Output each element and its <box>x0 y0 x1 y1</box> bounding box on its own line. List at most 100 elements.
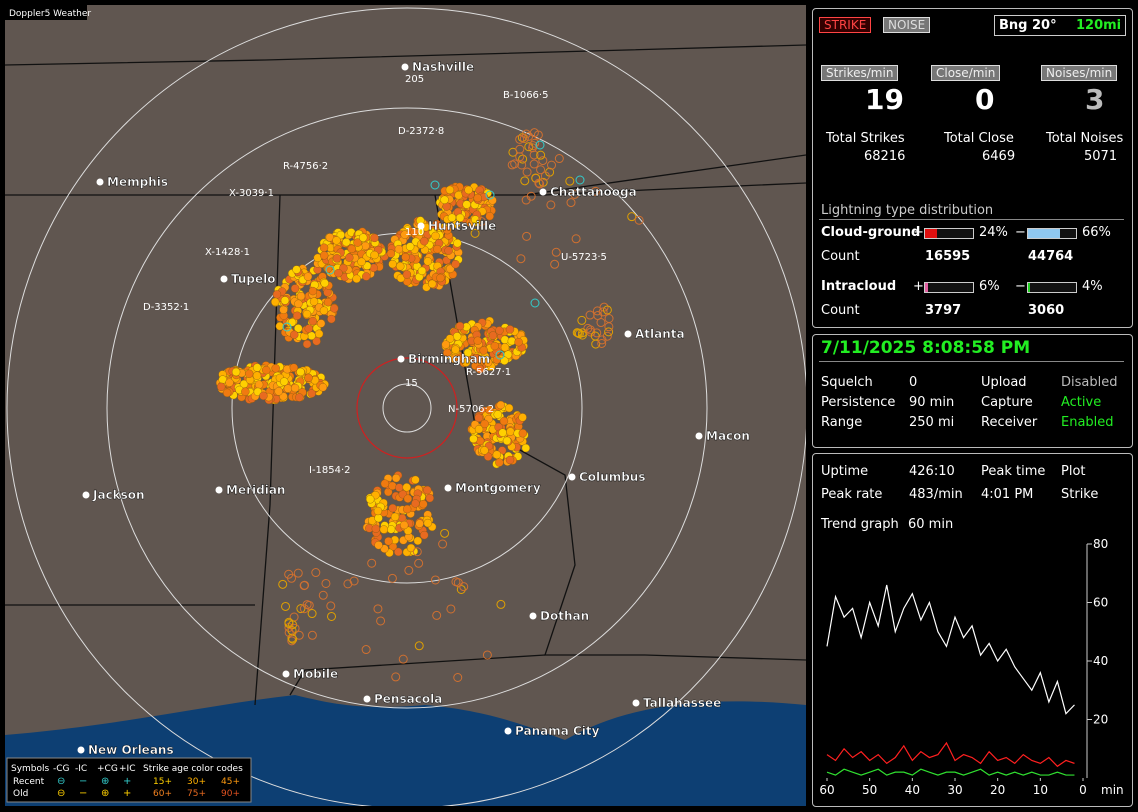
dist-bar-fill <box>925 229 937 238</box>
city-label: Jackson <box>92 488 145 502</box>
city-dot <box>695 432 703 440</box>
strike <box>395 483 404 492</box>
strike <box>321 578 331 588</box>
strike <box>403 494 413 503</box>
city-label: Nashville <box>412 60 474 74</box>
city-dot <box>363 695 371 703</box>
city-dot <box>282 670 290 678</box>
strike <box>411 475 420 485</box>
setting-label: Upload <box>981 375 1027 390</box>
divider <box>819 219 1124 220</box>
dist-bar <box>1027 282 1077 293</box>
strike <box>577 315 587 325</box>
legend-symbol: ⊕ <box>101 788 109 799</box>
strike <box>347 244 356 254</box>
strike <box>590 331 600 341</box>
strike <box>279 305 288 315</box>
strike <box>551 247 561 257</box>
city-label: Memphis <box>107 175 168 189</box>
stat-value: Strike <box>1061 487 1099 502</box>
strike <box>472 354 481 363</box>
strike <box>533 130 543 140</box>
strike <box>570 189 580 199</box>
strike <box>441 340 450 349</box>
strike <box>440 195 449 204</box>
range-button[interactable]: 120mi <box>1076 18 1122 33</box>
ring-label: 15 <box>405 378 418 389</box>
strike <box>599 302 609 312</box>
stat-label: Peak rate <box>821 487 883 502</box>
strike <box>231 367 241 377</box>
strike <box>262 365 271 375</box>
strike <box>515 152 525 162</box>
strike <box>307 389 316 398</box>
storm-label: R-4756·2 <box>283 161 328 172</box>
strike <box>294 299 303 308</box>
strike <box>469 434 478 444</box>
y-tick-label: 80 <box>1093 537 1108 551</box>
strike-button[interactable]: STRIKE <box>819 17 872 33</box>
strike <box>376 616 386 626</box>
strike-ic <box>495 350 505 360</box>
close-ring <box>356 357 458 459</box>
strike <box>455 213 465 223</box>
legend-symbols: Symbols <box>11 764 50 774</box>
strike <box>440 528 450 538</box>
strike <box>302 309 312 319</box>
city-label: Huntsville <box>428 219 496 233</box>
setting-value: Active <box>1061 395 1102 410</box>
strike <box>492 450 502 459</box>
setting-label: Squelch <box>821 375 873 390</box>
strike <box>396 262 405 271</box>
strike <box>314 329 324 338</box>
strike <box>303 272 313 281</box>
strike <box>565 176 575 186</box>
strike <box>474 413 483 422</box>
strike <box>334 268 343 278</box>
strike <box>528 141 538 151</box>
strike <box>423 518 433 528</box>
strike <box>463 348 473 357</box>
strike <box>451 345 460 354</box>
storm-labels: B-1066·5 D-2372·8 R-4756·2 X-3039·1 X-1428·1… <box>143 90 607 476</box>
storm-label: X-1428·1 <box>205 247 250 258</box>
noise-button[interactable]: NOISE <box>883 17 931 33</box>
strike <box>379 525 389 534</box>
bearing: Bng 20° <box>999 18 1057 33</box>
strike <box>373 506 383 516</box>
strike <box>289 363 299 372</box>
city-label: Montgomery <box>455 481 541 495</box>
strike <box>388 503 397 513</box>
strike <box>370 233 379 243</box>
legend-symbol: − <box>79 788 87 799</box>
strike <box>405 242 415 251</box>
strike <box>284 627 294 637</box>
city-dot <box>444 484 452 492</box>
strike <box>345 253 354 262</box>
city-dot <box>96 178 104 186</box>
trend-line <box>826 584 1075 715</box>
total-label: Total Close <box>944 131 1014 146</box>
strike <box>225 378 234 387</box>
dist-bar-fill <box>925 283 928 292</box>
strike <box>451 577 461 587</box>
city-label: Mobile <box>293 667 338 681</box>
map-title: Doppler5 Weather <box>9 9 91 19</box>
city-label: Birmingham <box>408 352 490 366</box>
total-value: 5071 <box>1084 149 1118 164</box>
dist-bar-fill <box>1028 229 1060 238</box>
strike <box>423 257 432 266</box>
strike <box>295 393 304 402</box>
strike <box>327 314 336 324</box>
strike <box>530 138 540 148</box>
strike <box>319 243 329 252</box>
x-tick-label: 0 <box>1079 783 1087 797</box>
ring-label: 110 <box>405 227 424 238</box>
trend-value: 60 min <box>908 517 954 532</box>
stat-value: 4:01 PM <box>981 487 1034 502</box>
strike <box>384 537 393 546</box>
strike <box>500 343 510 352</box>
setting-value: Disabled <box>1061 375 1118 390</box>
strike <box>492 355 502 364</box>
strike <box>281 601 291 611</box>
